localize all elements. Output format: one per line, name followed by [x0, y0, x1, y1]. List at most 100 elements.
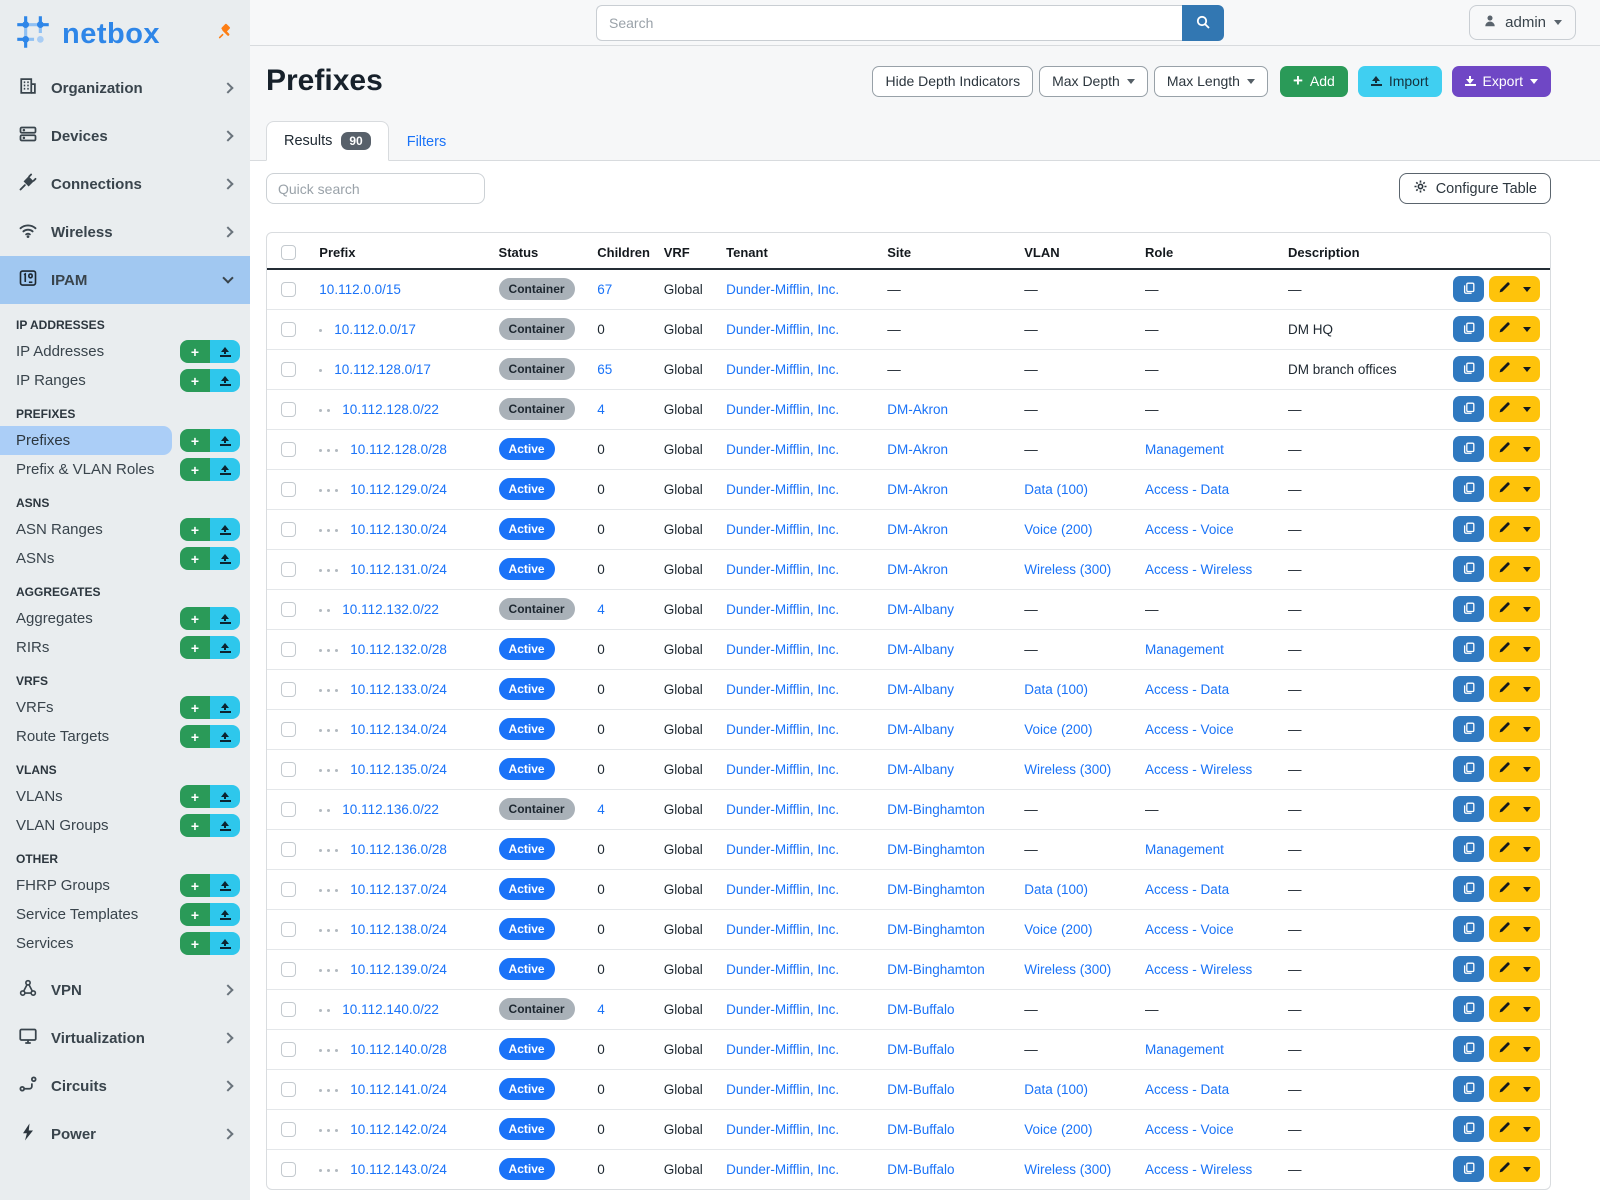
sidebar-item-ip-addresses[interactable]: IP Addresses	[16, 343, 105, 360]
row-checkbox[interactable]	[281, 562, 296, 578]
sidebar-item-devices[interactable]: Devices	[0, 112, 250, 160]
copy-button[interactable]	[1453, 1076, 1484, 1103]
role-link[interactable]: Management	[1145, 841, 1224, 857]
add-fhrp-groups-button[interactable]: +	[180, 874, 210, 897]
prefix-link[interactable]: 10.112.129.0/24	[350, 481, 447, 497]
edit-button[interactable]	[1489, 796, 1518, 822]
vlan-link[interactable]: Data (100)	[1024, 681, 1088, 697]
import-aggregates-button[interactable]	[210, 607, 240, 630]
tenant-link[interactable]: Dunder-Mifflin, Inc.	[726, 841, 840, 857]
copy-button[interactable]	[1453, 996, 1484, 1023]
copy-button[interactable]	[1453, 916, 1484, 943]
row-checkbox[interactable]	[281, 722, 296, 738]
site-link[interactable]: DM-Albany	[887, 761, 955, 777]
prefix-link[interactable]: 10.112.143.0/24	[350, 1161, 447, 1177]
netbox-logo-icon[interactable]	[12, 11, 54, 58]
site-link[interactable]: DM-Buffalo	[887, 1121, 955, 1137]
edit-dropdown-button[interactable]	[1518, 436, 1540, 462]
edit-dropdown-button[interactable]	[1518, 1116, 1540, 1142]
copy-button[interactable]	[1453, 636, 1484, 663]
copy-button[interactable]	[1453, 276, 1484, 303]
sidebar-item-circuits[interactable]: Circuits	[0, 1062, 250, 1110]
import-vlans-button[interactable]	[210, 785, 240, 808]
column-header-tenant[interactable]: Tenant	[718, 233, 880, 271]
copy-button[interactable]	[1453, 796, 1484, 823]
add-asn-ranges-button[interactable]: +	[180, 518, 210, 541]
tenant-link[interactable]: Dunder-Mifflin, Inc.	[726, 641, 840, 657]
role-link[interactable]: Access - Wireless	[1145, 761, 1253, 777]
tab-filters[interactable]: Filters	[406, 134, 447, 150]
column-header-vrf[interactable]: VRF	[655, 233, 719, 271]
sidebar-item-prefix-vlan-roles[interactable]: Prefix & VLAN Roles	[16, 461, 155, 478]
site-link[interactable]: DM-Buffalo	[887, 1081, 955, 1097]
edit-button[interactable]	[1489, 836, 1518, 862]
edit-dropdown-button[interactable]	[1518, 716, 1540, 742]
sidebar-item-aggregates[interactable]: Aggregates	[16, 610, 93, 627]
configure-table-button[interactable]: Configure Table	[1398, 173, 1551, 204]
prefix-link[interactable]: 10.112.130.0/24	[350, 521, 447, 537]
prefix-link[interactable]: 10.112.136.0/22	[342, 801, 439, 817]
import-rirs-button[interactable]	[210, 636, 240, 659]
tab-results[interactable]: Results 90	[266, 121, 389, 161]
role-link[interactable]: Management	[1145, 441, 1224, 457]
vlan-link[interactable]: Voice (200)	[1024, 921, 1093, 937]
site-link[interactable]: DM-Akron	[887, 561, 949, 577]
import-asns-button[interactable]	[210, 547, 240, 570]
sidebar-item-ip-ranges[interactable]: IP Ranges	[16, 372, 86, 389]
tenant-link[interactable]: Dunder-Mifflin, Inc.	[726, 1121, 840, 1137]
edit-dropdown-button[interactable]	[1518, 996, 1540, 1022]
tenant-link[interactable]: Dunder-Mifflin, Inc.	[726, 401, 840, 417]
import-asn-ranges-button[interactable]	[210, 518, 240, 541]
prefix-link[interactable]: 10.112.140.0/22	[342, 1001, 439, 1017]
edit-dropdown-button[interactable]	[1518, 916, 1540, 942]
import-ip-addresses-button[interactable]	[210, 340, 240, 363]
copy-button[interactable]	[1453, 1036, 1484, 1063]
row-checkbox[interactable]	[281, 842, 296, 858]
pin-icon[interactable]	[217, 23, 234, 45]
prefix-link[interactable]: 10.112.138.0/24	[350, 921, 447, 937]
tenant-link[interactable]: Dunder-Mifflin, Inc.	[726, 921, 840, 937]
column-header-role[interactable]: Role	[1137, 233, 1281, 271]
add-service-templates-button[interactable]: +	[180, 903, 210, 926]
role-link[interactable]: Management	[1145, 1041, 1224, 1057]
edit-dropdown-button[interactable]	[1518, 316, 1540, 342]
prefix-link[interactable]: 10.112.0.0/17	[334, 321, 416, 337]
row-checkbox[interactable]	[281, 1082, 296, 1098]
copy-button[interactable]	[1453, 476, 1484, 503]
role-link[interactable]: Access - Wireless	[1145, 561, 1253, 577]
site-link[interactable]: DM-Binghamton	[887, 881, 985, 897]
role-link[interactable]: Access - Voice	[1145, 721, 1234, 737]
add-ip-addresses-button[interactable]: +	[180, 340, 210, 363]
edit-button[interactable]	[1489, 356, 1518, 382]
add-vlan-groups-button[interactable]: +	[180, 814, 210, 837]
column-header-status[interactable]: Status	[490, 233, 590, 271]
edit-button[interactable]	[1489, 916, 1518, 942]
sidebar-item-rirs[interactable]: RIRs	[16, 639, 50, 656]
add-prefix-vlan-roles-button[interactable]: +	[180, 458, 210, 481]
prefix-link[interactable]: 10.112.137.0/24	[350, 881, 447, 897]
quick-search-input[interactable]	[266, 173, 485, 204]
tenant-link[interactable]: Dunder-Mifflin, Inc.	[726, 321, 840, 337]
column-header-prefix[interactable]: Prefix	[311, 233, 491, 271]
role-link[interactable]: Access - Wireless	[1145, 1161, 1253, 1177]
edit-dropdown-button[interactable]	[1518, 956, 1540, 982]
copy-button[interactable]	[1453, 956, 1484, 983]
tenant-link[interactable]: Dunder-Mifflin, Inc.	[726, 361, 840, 377]
column-header-vlan[interactable]: VLAN	[1016, 233, 1138, 271]
row-checkbox[interactable]	[281, 482, 296, 498]
copy-button[interactable]	[1453, 316, 1484, 343]
row-checkbox[interactable]	[281, 282, 296, 298]
prefix-link[interactable]: 10.112.131.0/24	[350, 561, 447, 577]
sidebar-item-virtualization[interactable]: Virtualization	[0, 1014, 250, 1062]
prefix-link[interactable]: 10.112.128.0/22	[342, 401, 439, 417]
max-length-dropdown[interactable]: Max Length	[1153, 65, 1268, 97]
role-link[interactable]: Access - Data	[1145, 481, 1230, 497]
sidebar-item-prefixes[interactable]: Prefixes	[0, 426, 172, 455]
site-link[interactable]: DM-Akron	[887, 441, 949, 457]
copy-button[interactable]	[1453, 1156, 1484, 1183]
vlan-link[interactable]: Voice (200)	[1024, 721, 1093, 737]
site-link[interactable]: DM-Binghamton	[887, 961, 985, 977]
edit-button[interactable]	[1489, 1076, 1518, 1102]
search-input[interactable]	[596, 5, 1182, 41]
prefix-link[interactable]: 10.112.139.0/24	[350, 961, 447, 977]
